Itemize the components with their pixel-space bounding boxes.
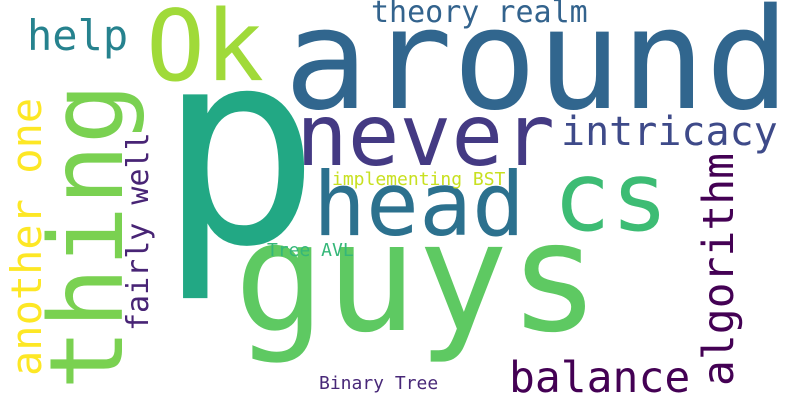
word: around — [284, 0, 790, 142]
word: guys — [234, 189, 600, 366]
word: p — [158, 0, 321, 306]
word: Binary Tree — [319, 373, 438, 394]
word: balance — [509, 353, 690, 400]
word: cs — [553, 141, 669, 253]
word: fairly well — [121, 132, 156, 331]
word: thing — [28, 83, 147, 390]
word: help — [27, 11, 128, 60]
word: implementing BST — [332, 169, 506, 190]
word: never — [296, 86, 555, 186]
word: theory realm — [371, 0, 588, 30]
word: Tree AVL — [267, 240, 354, 261]
word: another one — [2, 98, 51, 376]
word: head — [313, 153, 525, 256]
word: algorithm — [694, 153, 744, 386]
word: Ok — [146, 0, 264, 104]
word: intricacy — [561, 109, 778, 155]
